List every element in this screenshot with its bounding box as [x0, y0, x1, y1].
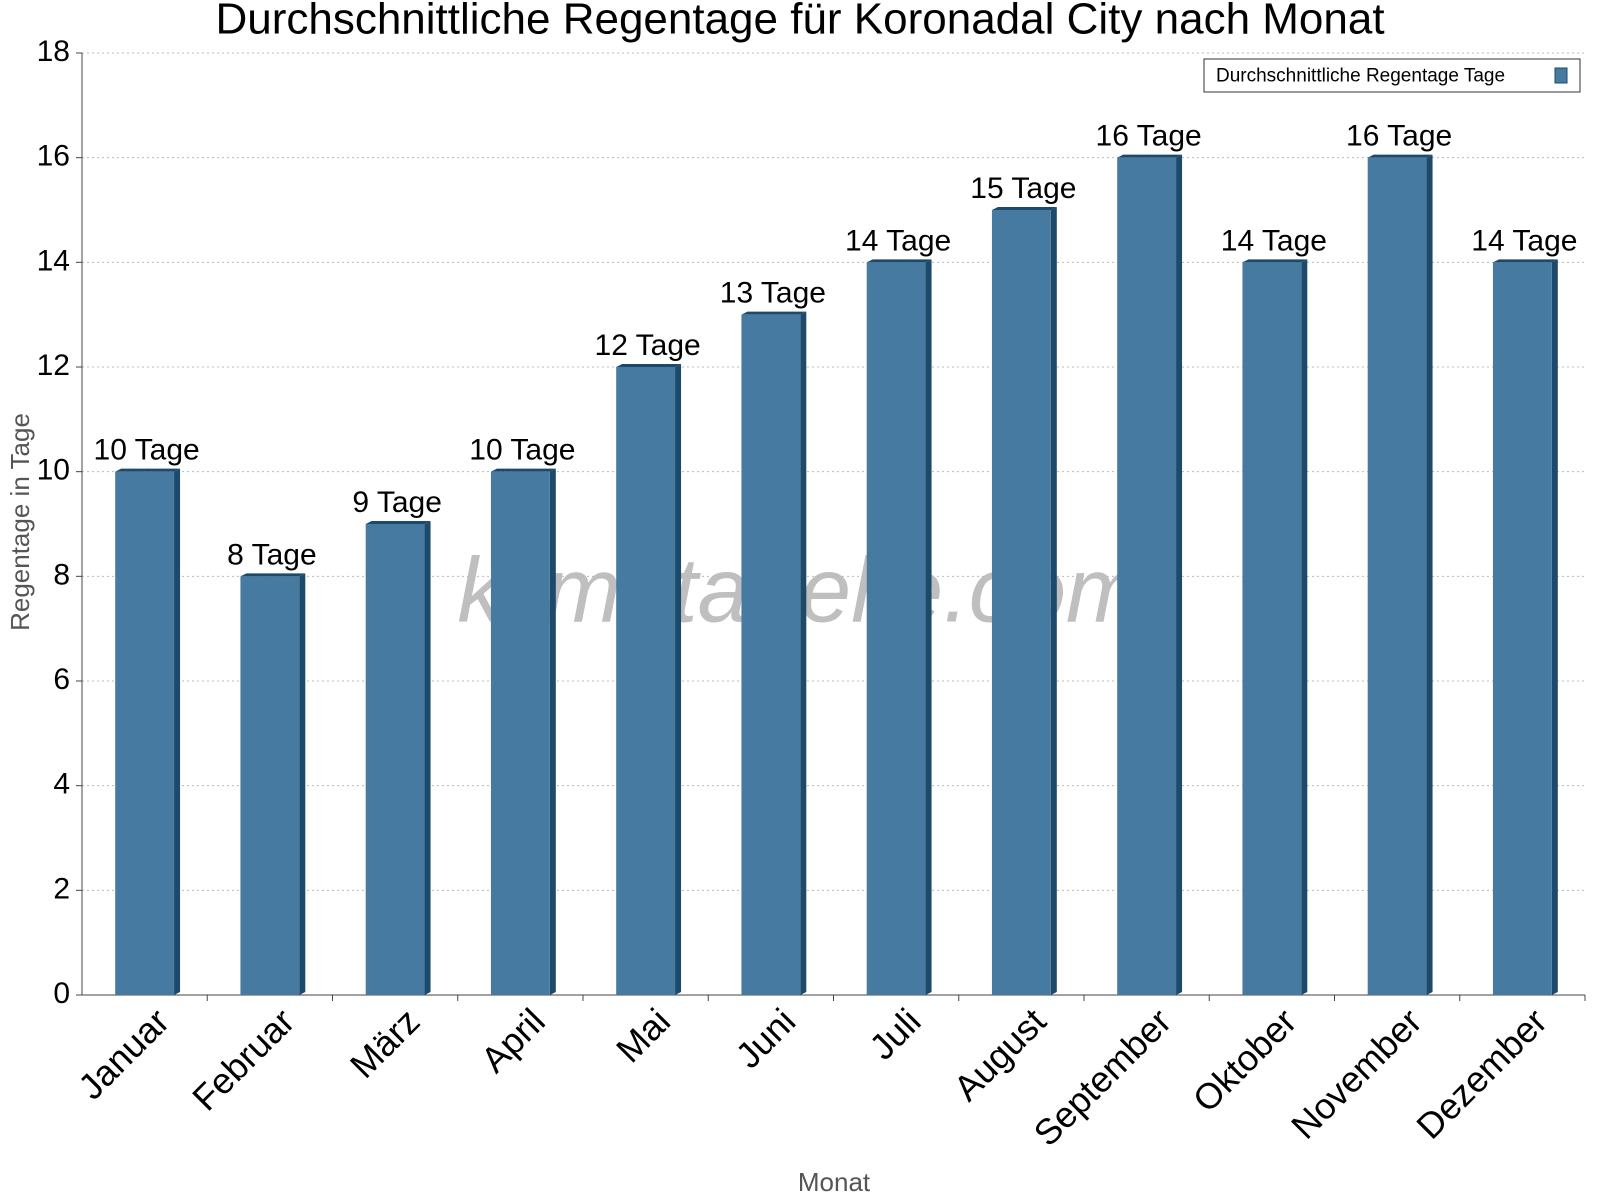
bar-side [1551, 259, 1558, 995]
x-tick-label: Juni [728, 1000, 804, 1076]
y-tick-label: 6 [53, 663, 70, 696]
x-tick-label: Mai [608, 1000, 678, 1070]
bar-side [675, 364, 682, 995]
bar-side [549, 468, 556, 996]
x-tick-label: November [1283, 1000, 1429, 1146]
bar [490, 471, 550, 996]
bar-top [741, 311, 807, 315]
bar-side [1301, 259, 1308, 995]
value-label: 14 Tage [1471, 224, 1577, 257]
bar [866, 262, 926, 995]
value-label: 10 Tage [94, 434, 200, 467]
y-tick-label: 14 [37, 244, 70, 277]
bar [1367, 157, 1427, 995]
bar-side [299, 573, 306, 995]
y-tick-label: 0 [53, 977, 70, 1010]
y-tick-label: 12 [37, 349, 70, 382]
x-tick-label: Dezember [1408, 1000, 1554, 1146]
bar-side [424, 521, 431, 995]
bar-top [240, 573, 306, 577]
y-tick-label: 2 [53, 872, 70, 905]
value-label: 16 Tage [1346, 120, 1452, 153]
bar [616, 367, 676, 995]
bar [741, 314, 801, 996]
bar-side [1050, 207, 1057, 995]
bar-top [1242, 259, 1308, 263]
bar [115, 471, 175, 996]
y-axis-label: Regentage in Tage [5, 413, 35, 631]
bar [240, 576, 300, 995]
y-tick-label: 10 [37, 454, 70, 487]
bar [365, 524, 425, 995]
bar-top [115, 468, 181, 472]
bar-top [365, 521, 431, 524]
x-tick-label: Januar [70, 1000, 177, 1107]
bar-side [1176, 154, 1183, 995]
bar-side [925, 259, 932, 995]
bar-top [1492, 259, 1558, 263]
y-tick-label: 18 [37, 35, 70, 68]
value-label: 10 Tage [469, 434, 575, 467]
bar-top [866, 259, 932, 263]
y-tick-label: 4 [53, 768, 70, 801]
bar [1492, 262, 1552, 995]
value-label: 14 Tage [1221, 224, 1327, 257]
bar-top [490, 468, 556, 472]
value-label: 8 Tage [227, 538, 317, 571]
value-label: 9 Tage [352, 486, 442, 519]
legend-label: Durchschnittliche Regentage Tage [1216, 66, 1505, 87]
value-label: 15 Tage [970, 172, 1076, 205]
bar [991, 210, 1051, 995]
legend-swatch [1554, 67, 1568, 84]
legend-box [1203, 58, 1581, 93]
y-tick-label: 8 [53, 558, 70, 591]
bar-side [174, 468, 181, 996]
bar-top [616, 364, 682, 367]
x-tick-label: September [1025, 1000, 1179, 1154]
value-label: 16 Tage [1096, 120, 1202, 153]
bar-side [1426, 154, 1433, 995]
bar-top [991, 207, 1057, 210]
bar-top [1367, 154, 1433, 158]
x-tick-label: Juli [861, 1000, 928, 1067]
x-axis-label: Monat [798, 1167, 871, 1197]
value-label: 12 Tage [595, 329, 701, 362]
x-tick-label: März [342, 1000, 428, 1086]
bar [1117, 157, 1177, 995]
value-label: 14 Tage [845, 224, 951, 257]
x-tick-label: August [946, 1000, 1054, 1108]
bar-side [800, 311, 807, 996]
bar-top [1117, 154, 1183, 158]
y-tick-label: 16 [37, 140, 70, 173]
x-tick-label: April [473, 1000, 553, 1080]
chart-title: Durchschnittliche Regentage für Koronada… [215, 0, 1384, 44]
value-label: 13 Tage [720, 277, 826, 310]
bar [1242, 262, 1302, 995]
x-tick-label: Oktober [1185, 1000, 1305, 1120]
x-tick-label: Februar [184, 1000, 302, 1118]
